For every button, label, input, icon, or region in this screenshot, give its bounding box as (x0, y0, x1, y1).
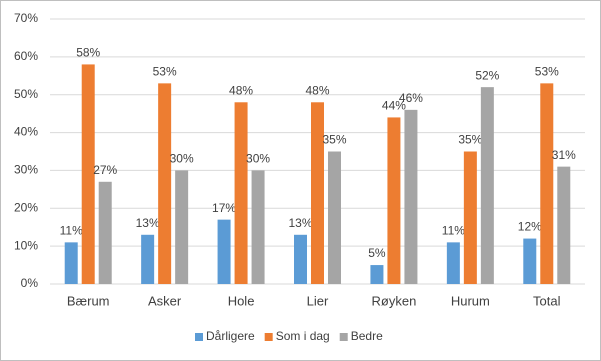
value-label: 53% (535, 65, 559, 79)
bar (387, 117, 401, 284)
bar (311, 102, 324, 285)
bar (540, 83, 554, 284)
x-tick-label: Lier (307, 293, 329, 308)
bar (251, 170, 265, 284)
bar (446, 242, 460, 284)
y-tick-label: 0% (21, 276, 39, 290)
bar (64, 242, 78, 284)
value-label: 58% (76, 46, 100, 60)
legend-label: Bedre (351, 329, 383, 343)
legend-swatch (195, 333, 203, 341)
bar (294, 234, 307, 284)
value-label: 46% (399, 91, 423, 105)
legend-label: Som i dag (276, 329, 330, 343)
legend-swatch (339, 333, 348, 341)
value-label: 12% (518, 220, 542, 234)
bar (463, 151, 477, 284)
x-tick-label: Bærum (67, 293, 110, 308)
value-label: 35% (322, 133, 346, 147)
bar (175, 170, 189, 284)
x-tick-label: Hurum (451, 293, 490, 308)
y-tick-label: 70% (14, 11, 38, 25)
x-tick-label: Hole (228, 293, 255, 308)
value-label: 11% (60, 224, 83, 238)
value-label: 30% (170, 152, 194, 166)
legend-label: Dårligere (206, 329, 255, 343)
value-label: 31% (552, 148, 576, 162)
value-label: 11% (442, 224, 465, 238)
y-tick-label: 40% (14, 125, 38, 139)
bar (141, 234, 155, 284)
bar (370, 265, 384, 284)
value-label: 44% (382, 99, 406, 113)
value-label: 13% (288, 216, 312, 230)
legend-swatch (264, 333, 273, 341)
value-label: 48% (229, 83, 253, 97)
x-tick-label: Total (533, 293, 561, 308)
y-tick-label: 20% (14, 200, 38, 214)
y-tick-label: 10% (14, 238, 38, 252)
bar (557, 166, 571, 284)
value-label: 17% (212, 201, 236, 215)
y-tick-label: 60% (14, 49, 38, 63)
value-label: 52% (475, 68, 499, 82)
x-tick-label: Asker (148, 293, 182, 308)
value-label: 5% (368, 246, 386, 260)
bar (523, 238, 537, 284)
bar (480, 87, 494, 285)
bar (328, 151, 341, 284)
bar (158, 83, 172, 284)
value-label: 53% (153, 65, 177, 79)
value-label: 48% (305, 83, 329, 97)
bar (81, 64, 95, 284)
bar (98, 181, 112, 284)
y-tick-label: 30% (14, 163, 38, 177)
value-label: 13% (136, 216, 160, 230)
y-tick-label: 50% (14, 87, 38, 101)
bar (234, 102, 248, 285)
value-label: 30% (246, 152, 270, 166)
bar (217, 219, 231, 284)
value-label: 27% (93, 163, 117, 177)
bar (404, 109, 418, 284)
value-label: 35% (458, 133, 482, 147)
x-tick-label: Røyken (372, 293, 417, 308)
